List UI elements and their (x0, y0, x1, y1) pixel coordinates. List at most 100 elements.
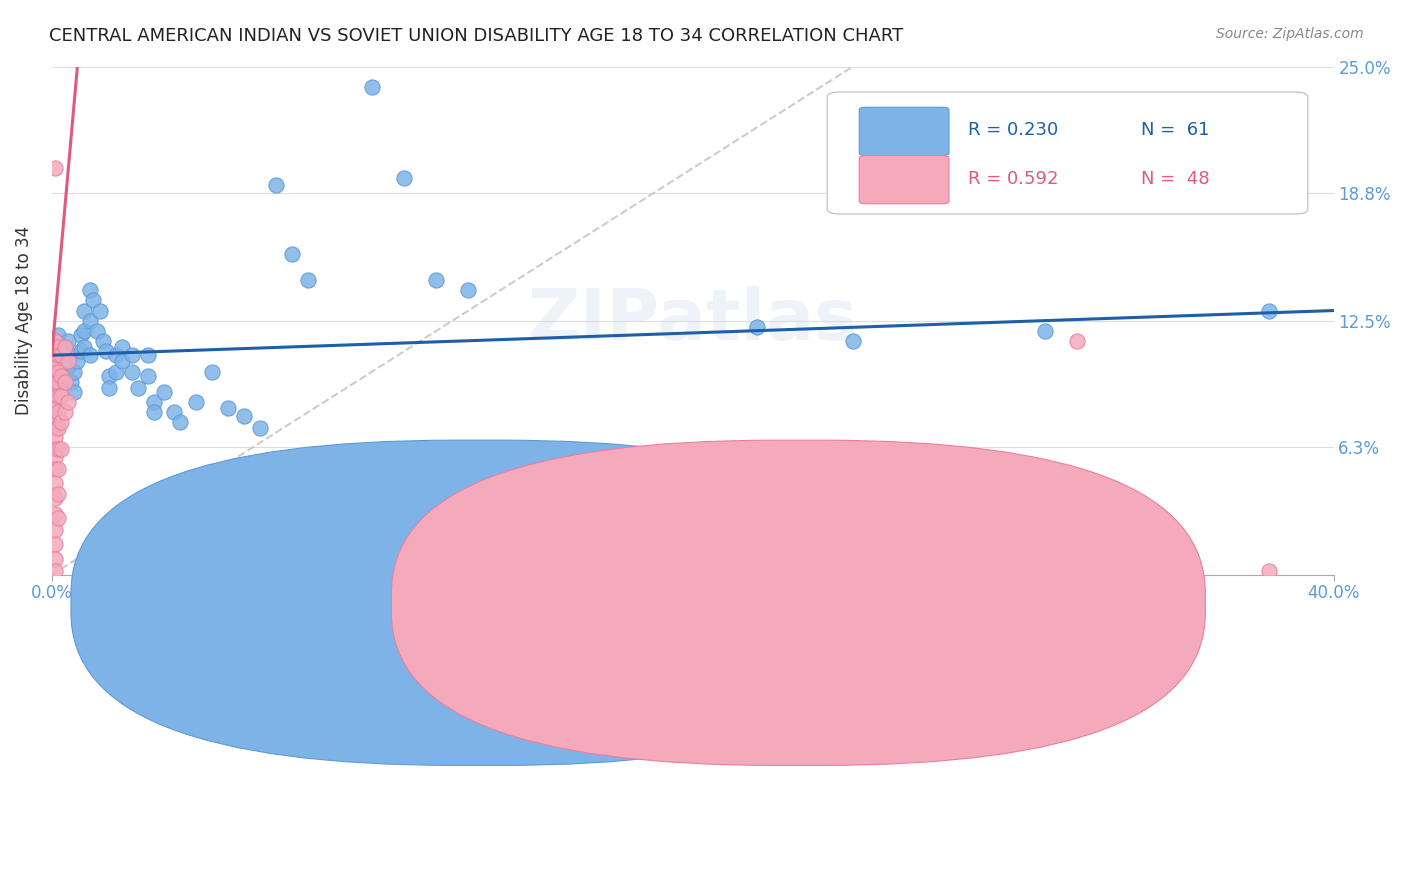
Point (53, 340, 76, 354)
Point (46, 348, 69, 362)
Point (91, 334, 114, 348)
Point (46, 375, 69, 389)
Point (44, 161, 66, 176)
Point (56, 334, 79, 348)
Point (79, 314, 101, 328)
Point (233, 409, 256, 424)
Point (136, 368, 159, 383)
Point (281, 246, 304, 260)
Point (44, 409, 66, 424)
Point (46, 511, 69, 525)
Point (98, 381, 121, 395)
Point (44, 507, 66, 521)
Point (59, 348, 82, 362)
Point (46, 486, 69, 500)
Point (297, 273, 319, 287)
Text: ZIPatlas: ZIPatlas (527, 286, 858, 355)
Point (44, 551, 66, 566)
Point (53, 340, 76, 354)
Point (249, 421, 271, 435)
Point (73, 303, 96, 318)
Point (46, 365, 69, 379)
Text: Central American Indians: Central American Indians (558, 594, 768, 612)
Point (104, 348, 127, 362)
Point (44, 429, 66, 443)
Point (89, 303, 111, 318)
Point (44, 450, 66, 464)
Point (745, 319, 768, 334)
Point (46, 442, 69, 456)
Point (143, 395, 166, 409)
Point (111, 354, 134, 368)
Point (98, 368, 121, 383)
Point (73, 324, 96, 338)
FancyBboxPatch shape (827, 92, 1308, 214)
Point (51, 365, 73, 379)
FancyBboxPatch shape (859, 155, 949, 204)
Point (425, 273, 447, 287)
Text: R = 0.592: R = 0.592 (969, 170, 1059, 188)
Point (104, 365, 127, 379)
Point (217, 401, 239, 416)
Point (44, 564, 66, 578)
Point (44, 348, 66, 362)
Point (842, 334, 865, 348)
Point (44, 389, 66, 403)
Point (51, 368, 73, 383)
Point (46, 389, 69, 403)
Point (1258, 303, 1281, 318)
Point (51, 389, 73, 403)
Point (143, 405, 166, 419)
Point (1066, 334, 1088, 348)
Point (53, 375, 76, 389)
Point (44, 395, 66, 409)
Point (153, 384, 176, 399)
Point (201, 365, 224, 379)
Point (44, 381, 66, 395)
Text: N =  61: N = 61 (1142, 121, 1209, 139)
Point (51, 344, 73, 359)
Point (46, 405, 69, 419)
FancyBboxPatch shape (70, 440, 884, 765)
Text: Soviet Union: Soviet Union (879, 594, 984, 612)
Point (44, 334, 66, 348)
Point (96, 344, 118, 359)
Point (1258, 564, 1281, 578)
Point (44, 334, 66, 348)
Point (162, 405, 184, 419)
Point (46, 462, 69, 476)
Point (46, 340, 69, 354)
Point (59, 375, 82, 389)
Point (82, 293, 104, 308)
Point (53, 368, 76, 383)
Point (44, 354, 66, 368)
Y-axis label: Disability Age 18 to 34: Disability Age 18 to 34 (15, 227, 32, 416)
Point (79, 348, 101, 362)
Point (44, 462, 66, 476)
Text: 0.0%: 0.0% (31, 584, 73, 602)
Point (44, 537, 66, 551)
Point (44, 354, 66, 368)
Point (44, 416, 66, 430)
Point (63, 384, 86, 399)
Point (136, 348, 159, 362)
Point (121, 348, 143, 362)
Point (44, 375, 66, 389)
Point (169, 416, 191, 430)
Point (44, 421, 66, 435)
FancyBboxPatch shape (859, 107, 949, 155)
Point (361, 79, 384, 94)
Point (63, 365, 86, 379)
Point (51, 348, 73, 362)
Point (44, 368, 66, 383)
Point (86, 324, 108, 338)
Point (51, 375, 73, 389)
Point (1033, 324, 1056, 338)
Text: CENTRAL AMERICAN INDIAN VS SOVIET UNION DISABILITY AGE 18 TO 34 CORRELATION CHAR: CENTRAL AMERICAN INDIAN VS SOVIET UNION … (49, 27, 904, 45)
Point (46, 348, 69, 362)
Point (51, 442, 73, 456)
Point (69, 328, 91, 343)
Point (56, 395, 79, 409)
Point (264, 178, 287, 192)
Point (56, 354, 79, 368)
